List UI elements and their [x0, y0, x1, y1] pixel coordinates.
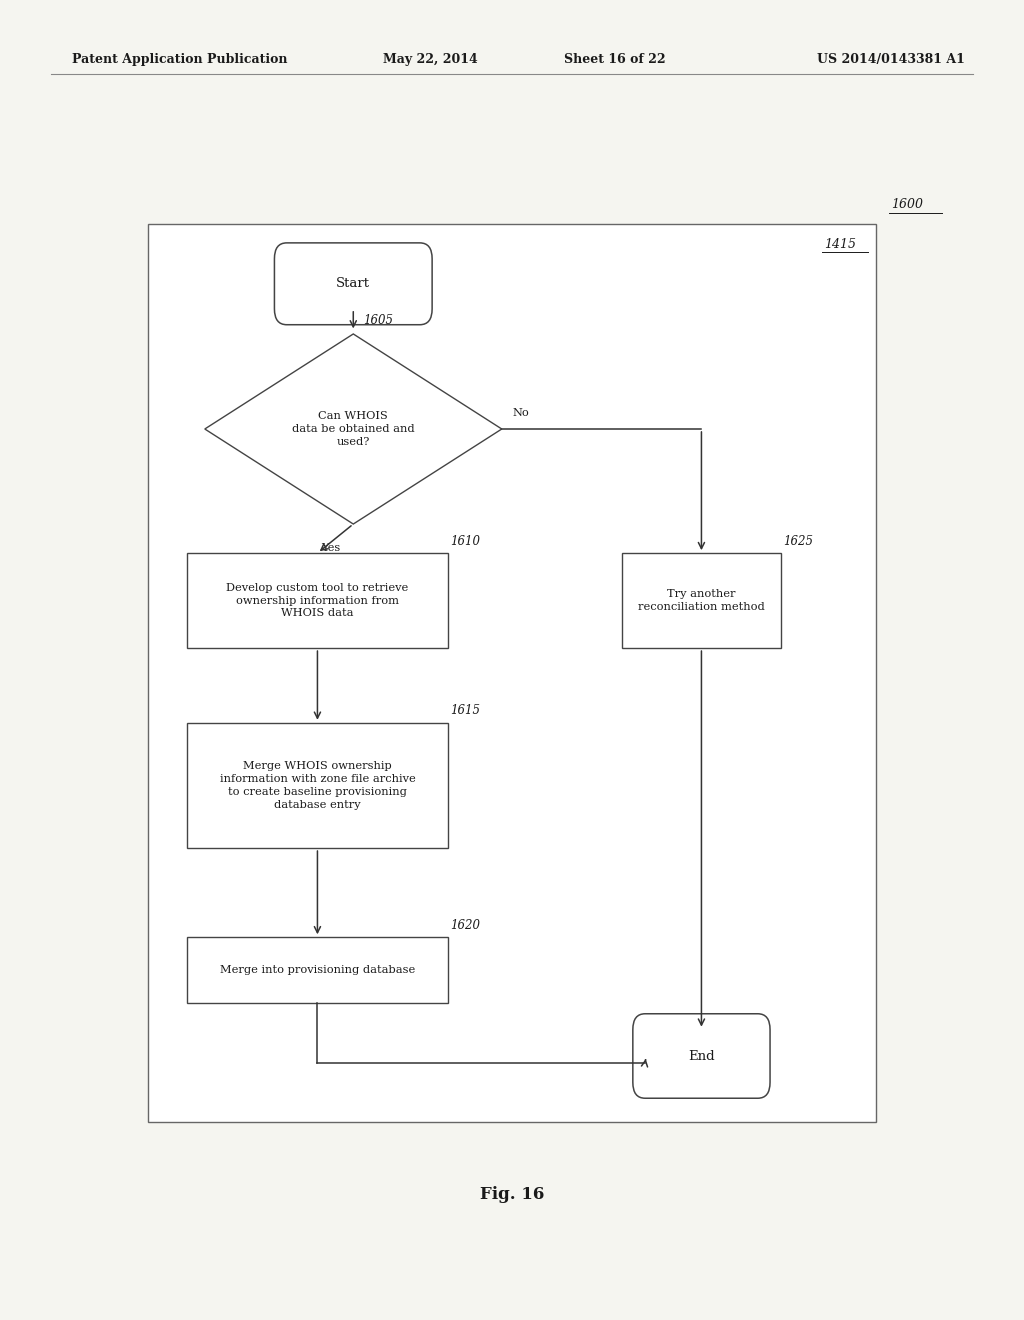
Text: Patent Application Publication: Patent Application Publication: [72, 53, 287, 66]
Text: Merge WHOIS ownership
information with zone file archive
to create baseline prov: Merge WHOIS ownership information with z…: [219, 762, 416, 809]
Text: Can WHOIS
data be obtained and
used?: Can WHOIS data be obtained and used?: [292, 412, 415, 446]
Text: 1415: 1415: [824, 238, 856, 251]
FancyBboxPatch shape: [274, 243, 432, 325]
Text: 1605: 1605: [364, 314, 393, 327]
Text: Develop custom tool to retrieve
ownership information from
WHOIS data: Develop custom tool to retrieve ownershi…: [226, 583, 409, 618]
Text: 1610: 1610: [451, 535, 480, 548]
Text: 1625: 1625: [783, 535, 813, 548]
FancyBboxPatch shape: [623, 553, 781, 648]
Text: Sheet 16 of 22: Sheet 16 of 22: [563, 53, 666, 66]
Text: US 2014/0143381 A1: US 2014/0143381 A1: [817, 53, 965, 66]
Text: Try another
reconciliation method: Try another reconciliation method: [638, 589, 765, 612]
FancyBboxPatch shape: [186, 722, 449, 847]
Text: May 22, 2014: May 22, 2014: [383, 53, 477, 66]
Text: Yes: Yes: [322, 543, 340, 553]
FancyBboxPatch shape: [633, 1014, 770, 1098]
Text: 1600: 1600: [891, 198, 923, 211]
Text: Start: Start: [336, 277, 371, 290]
FancyBboxPatch shape: [186, 937, 449, 1003]
FancyBboxPatch shape: [186, 553, 449, 648]
Polygon shape: [205, 334, 502, 524]
Text: End: End: [688, 1049, 715, 1063]
Text: 1615: 1615: [451, 705, 480, 718]
Text: 1620: 1620: [451, 919, 480, 932]
Text: No: No: [512, 408, 528, 418]
Text: Fig. 16: Fig. 16: [480, 1187, 544, 1203]
FancyBboxPatch shape: [148, 224, 876, 1122]
Text: Merge into provisioning database: Merge into provisioning database: [220, 965, 415, 975]
